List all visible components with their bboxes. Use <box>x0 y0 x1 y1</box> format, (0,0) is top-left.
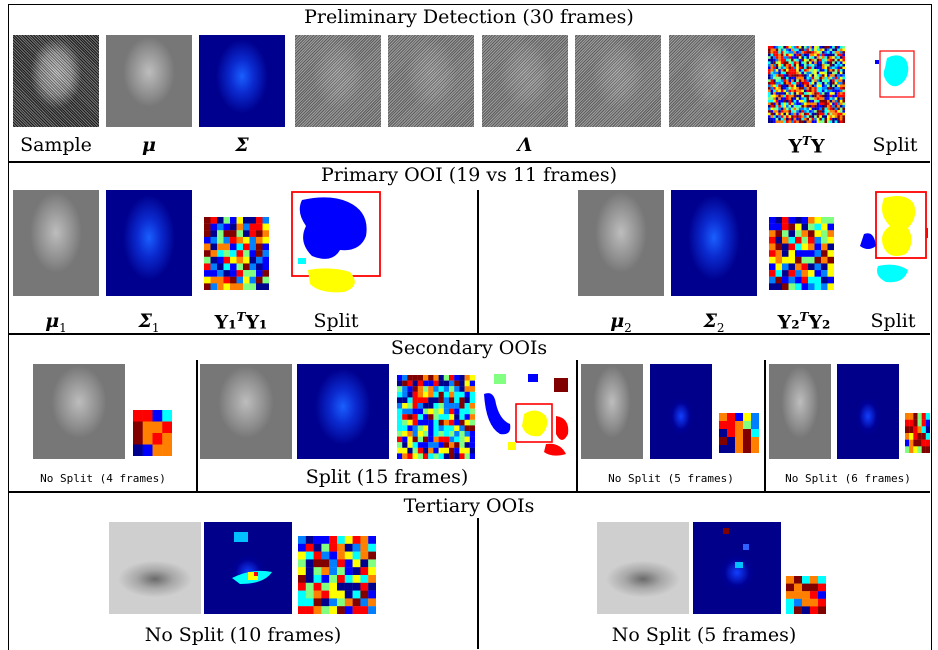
split-mask-image <box>873 50 917 98</box>
secondary-4-sigma-image <box>837 364 899 459</box>
secondary-3-face-image <box>581 364 643 459</box>
secondary-3-caption: No Split (5 frames) <box>608 472 734 485</box>
y1ty1-label: Y₁TY₁ <box>214 310 268 334</box>
secondary-divider-1 <box>196 360 198 491</box>
secondary-3-matrix-image <box>719 413 759 453</box>
mu-label: μ <box>142 134 156 156</box>
tertiary-2-matrix-image <box>786 576 826 614</box>
yty-label: YTY <box>788 134 825 158</box>
tertiary-1-caption: No Split (10 frames) <box>144 624 342 646</box>
preliminary-title: Preliminary Detection (30 frames) <box>304 6 634 28</box>
mean-face-image <box>106 35 192 127</box>
mu1-face-image <box>13 190 99 296</box>
figure-frame <box>8 4 932 650</box>
split-mask-right-image <box>856 190 928 296</box>
lambda-image-5 <box>669 35 755 127</box>
mu2-face-image <box>578 190 664 296</box>
secondary-title: Secondary OOIs <box>390 337 548 359</box>
y2ty2-label: Y₂TY₂ <box>777 310 831 334</box>
secondary-2-matrix-image <box>397 375 475 459</box>
tertiary-1-sigma-image <box>204 522 292 614</box>
y1ty1-matrix-image <box>204 217 269 290</box>
separator-2 <box>8 333 930 335</box>
mu2-label: μ2 <box>610 310 632 335</box>
sigma-heatmap-image <box>199 35 285 127</box>
tertiary-2-sigma-image <box>693 522 781 614</box>
lambda-image-3 <box>482 35 568 127</box>
separator-1 <box>8 161 930 163</box>
secondary-divider-2 <box>576 360 578 491</box>
lambda-image-1 <box>295 35 381 127</box>
lambda-label: Λ <box>517 134 533 156</box>
lambda-image-2 <box>388 35 474 127</box>
sample-face-image <box>13 35 99 127</box>
secondary-1-matrix-image <box>133 410 172 456</box>
split-right-label: Split <box>870 310 916 332</box>
tertiary-1-lips-image <box>109 522 201 614</box>
primary-divider <box>477 190 479 333</box>
secondary-1-face-image <box>33 364 125 459</box>
sample-label: Sample <box>20 134 92 156</box>
sigma1-label: Σ1 <box>138 310 160 335</box>
sigma1-heatmap-image <box>106 190 192 296</box>
separator-3 <box>8 491 930 493</box>
secondary-4-face-image <box>769 364 831 459</box>
secondary-2-sigma-image <box>297 364 389 459</box>
tertiary-1-matrix-image <box>298 536 376 614</box>
secondary-3-sigma-image <box>650 364 712 459</box>
secondary-2-face-image <box>200 364 292 459</box>
y2ty2-matrix-image <box>769 217 834 290</box>
tertiary-2-lips-image <box>597 522 689 614</box>
secondary-1-caption: No Split (4 frames) <box>40 472 166 485</box>
primary-title: Primary OOI (19 vs 11 frames) <box>320 164 618 186</box>
split-label: Split <box>872 134 918 156</box>
secondary-2-split-mask-image <box>480 364 572 459</box>
sigma-label: Σ <box>235 134 249 156</box>
tertiary-divider <box>477 518 479 649</box>
tertiary-title: Tertiary OOIs <box>403 495 535 517</box>
tertiary-2-caption: No Split (5 frames) <box>611 624 797 646</box>
secondary-2-caption: Split (15 frames) <box>305 466 469 488</box>
mu1-label: μ1 <box>45 310 67 335</box>
yty-matrix-image <box>768 46 845 123</box>
lambda-image-4 <box>575 35 661 127</box>
secondary-divider-3 <box>764 360 766 491</box>
split-mask-left-image <box>290 190 382 296</box>
secondary-4-matrix-image <box>905 413 930 453</box>
sigma2-label: Σ2 <box>703 310 725 335</box>
sigma2-heatmap-image <box>671 190 757 296</box>
secondary-4-caption: No Split (6 frames) <box>785 472 911 485</box>
split-left-label: Split <box>313 310 359 332</box>
